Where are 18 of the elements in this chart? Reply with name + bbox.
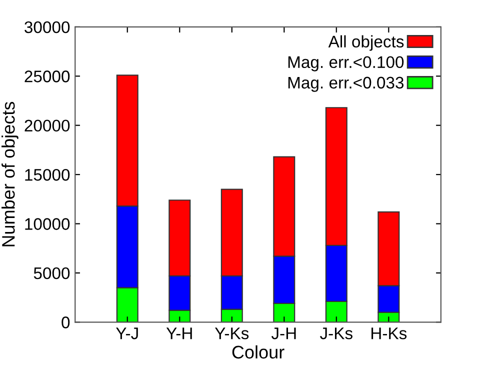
legend-label: All objects xyxy=(328,35,404,51)
x-tick-label: J-Ks xyxy=(320,328,352,340)
y-tick-label: 15000 xyxy=(25,168,70,181)
y-tick-label: 20000 xyxy=(24,120,70,132)
x-tick-label: Y-Ks xyxy=(214,328,249,340)
x-axis-title: Colour xyxy=(232,345,284,359)
y-axis-title: Number of objects xyxy=(2,102,18,246)
y-tick-label: 5000 xyxy=(34,267,70,280)
legend-label: Mag. err.<0.100 xyxy=(288,56,404,72)
y-tick-label: 30000 xyxy=(24,21,70,34)
y-tick-label: 25000 xyxy=(24,70,70,82)
y-tick-label: 10000 xyxy=(25,218,70,230)
x-tick-label: Y-J xyxy=(116,328,138,340)
x-tick-label: H-Ks xyxy=(372,328,407,340)
y-tick-label: 0 xyxy=(62,316,70,328)
x-tick-label: J-H xyxy=(271,328,296,340)
legend-label: Mag. err.<0.033 xyxy=(288,76,404,92)
x-tick-label: Y-H xyxy=(166,328,192,340)
